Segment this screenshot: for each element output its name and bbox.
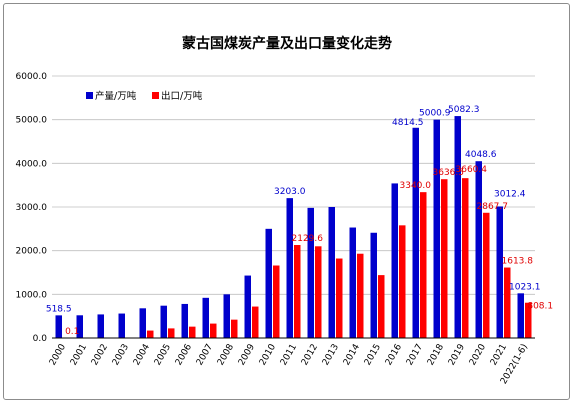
bar-export: [294, 245, 301, 338]
x-tick-label: 2000: [48, 342, 68, 367]
y-tick-label: 4000.0: [16, 159, 48, 169]
legend-label-export: 出口/万吨: [161, 90, 203, 102]
bar-export: [420, 192, 427, 338]
legend-swatch-production: [86, 92, 93, 99]
x-tick-label: 2003: [111, 343, 131, 368]
data-label-production: 518.5: [46, 304, 72, 314]
data-label-export: 1613.8: [502, 257, 534, 267]
bar-export: [399, 225, 406, 338]
chart-title: 蒙古国煤炭产量及出口量变化走势: [182, 35, 392, 52]
bar-export: [252, 306, 259, 338]
bar-production: [160, 305, 167, 338]
x-tick-label: 2009: [237, 342, 257, 367]
data-label-production: 4048.6: [465, 150, 497, 160]
bar-production: [328, 207, 335, 338]
bar-export: [210, 323, 217, 338]
data-label-export: 3636.5: [433, 168, 465, 178]
bar-production: [475, 161, 482, 338]
bar-export: [483, 212, 490, 338]
data-label-production: 3203.0: [274, 187, 306, 197]
data-label-export: 0.1: [65, 327, 79, 337]
bar-export: [231, 319, 238, 338]
bar-export: [462, 178, 469, 338]
y-tick-label: 1000.0: [16, 290, 48, 300]
bar-production: [244, 275, 251, 338]
bar-export: [357, 253, 364, 338]
x-tick-label: 2020: [468, 342, 488, 367]
x-tick-label: 2010: [258, 342, 278, 367]
x-tick-label: 2019: [447, 342, 467, 367]
data-label-production: 4814.5: [392, 118, 424, 128]
x-tick-label: 2004: [132, 342, 152, 367]
x-tick-label: 2015: [363, 343, 383, 368]
data-label-export: 808.1: [527, 302, 553, 312]
x-tick-label: 2018: [426, 342, 446, 367]
data-label-production: 5082.3: [448, 105, 480, 115]
x-tick-label: 2006: [174, 342, 194, 367]
y-axis-ticks: 0.0 1000.0 2000.0 3000.0 4000.0 5000.0 6000.0: [16, 72, 48, 344]
y-tick-label: 3000.0: [16, 203, 48, 213]
bar-production: [496, 206, 503, 338]
x-tick-label: 2012: [300, 343, 320, 368]
bar-export: [378, 275, 385, 338]
bar-production: [97, 314, 104, 338]
y-tick-label: 5000.0: [16, 116, 48, 126]
x-tick-label: 2014: [342, 342, 362, 367]
bar-production: [307, 207, 314, 338]
x-tick-label: 2011: [279, 343, 299, 368]
bar-production: [454, 116, 461, 338]
bar-production: [412, 127, 419, 338]
bar-production: [286, 198, 293, 338]
x-tick-label: 2016: [384, 342, 404, 367]
bar-production: [55, 315, 62, 338]
bar-production: [517, 293, 524, 338]
data-label-export: 3660.4: [456, 165, 488, 175]
bar-production: [349, 227, 356, 338]
x-tick-label: 2021: [489, 343, 509, 368]
bar-layer: [55, 116, 532, 338]
bar-production: [223, 294, 230, 338]
bar-export: [441, 179, 448, 338]
bar-production: [265, 228, 272, 338]
bar-export: [315, 246, 322, 338]
legend: 产量/万吨 出口/万吨: [86, 90, 203, 102]
bar-production: [118, 313, 125, 338]
data-label-layer: 518.5 0.1 3203.0 2129.6 4814.5 3340.0 5000.9 36…: [46, 105, 553, 337]
x-tick-label: 2017: [405, 343, 425, 368]
bar-production: [202, 297, 209, 338]
bar-export: [273, 265, 280, 338]
data-label-export: 2867.7: [477, 202, 509, 212]
bar-production: [391, 183, 398, 338]
x-tick-label: 2008: [216, 342, 236, 367]
bar-export: [336, 258, 343, 338]
data-label-export: 3340.0: [400, 181, 432, 191]
x-tick-label: 2001: [69, 343, 89, 368]
legend-swatch-export: [152, 92, 159, 99]
y-tick-label: 6000.0: [16, 72, 48, 82]
data-label-production: 1023.1: [509, 282, 541, 292]
bar-export: [168, 328, 175, 338]
bar-export: [525, 302, 532, 338]
x-tick-label: 2005: [153, 343, 173, 368]
data-label-production: 5000.9: [419, 109, 451, 119]
bar-production: [139, 308, 146, 338]
y-tick-label: 0.0: [33, 334, 48, 344]
x-axis-ticks: 2000 2001 2002 2003 2004 2005 2006 2007 2008 2009…: [48, 342, 530, 386]
data-label-export: 2129.6: [292, 234, 324, 244]
legend-label-production: 产量/万吨: [95, 90, 137, 102]
bar-production: [76, 315, 83, 338]
x-tick-label: 2013: [321, 343, 341, 368]
y-tick-label: 2000.0: [16, 247, 48, 257]
bar-production: [370, 232, 377, 338]
bar-production: [433, 119, 440, 338]
bar-production: [181, 303, 188, 338]
bar-export: [147, 330, 154, 338]
bar-export: [504, 267, 511, 338]
x-tick-label: 2002: [90, 343, 110, 368]
data-label-production: 3012.4: [494, 189, 526, 199]
x-tick-label: 2007: [195, 343, 215, 368]
bar-export: [189, 326, 196, 338]
